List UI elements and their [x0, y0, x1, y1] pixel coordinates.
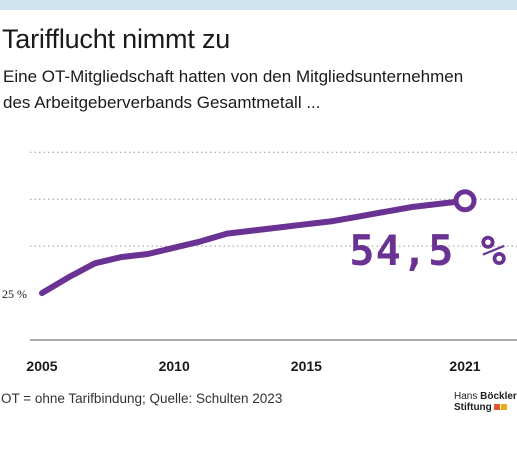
hans-boeckler-logo: Hans Böckler Stiftung [454, 391, 517, 414]
chart-subtitle: Eine OT-Mitgliedschaft hatten von den Mi… [3, 64, 513, 116]
x-tick-label: 2010 [159, 358, 190, 374]
logo-bar-orange [493, 404, 500, 410]
series-line [39, 197, 468, 297]
grid-lines [30, 151, 517, 341]
x-tick-label: 2021 [449, 358, 480, 374]
subtitle-line-1: Eine OT-Mitgliedschaft hatten von den Mi… [3, 67, 464, 86]
source-note: OT = ohne Tarifbindung; Quelle: Schulten… [1, 391, 283, 406]
series-group [39, 189, 477, 297]
subtitle-line-2: des Arbeitgeberverbands Gesamtmetall ... [3, 93, 321, 112]
logo-bar-yellow [500, 404, 507, 410]
y-tick-label: 25 % [2, 287, 27, 301]
x-tick-label: 2015 [291, 358, 322, 374]
end-point-marker [453, 189, 477, 213]
x-tick-label: 2005 [26, 358, 57, 374]
chart-title: Tarifflucht nimmt zu [2, 24, 231, 54]
end-value-label: 54,5 % [349, 226, 507, 275]
top-color-bar [0, 0, 517, 10]
axis-labels: 2005 2010 2015 2021 25 % 54,5 % [2, 226, 507, 374]
